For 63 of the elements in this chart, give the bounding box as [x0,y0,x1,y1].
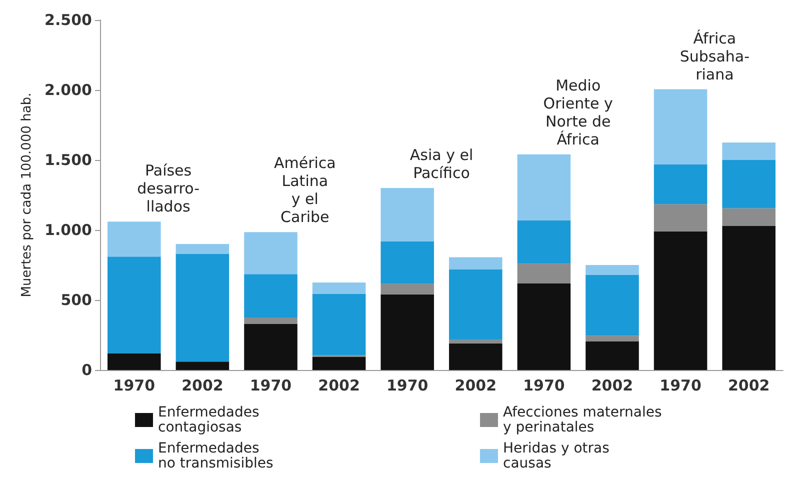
x-tick-label: 2002 [591,376,634,394]
y-tick-label: 1.000 [44,221,92,239]
annotation: Medio Oriente y Norte de África [543,76,614,148]
y-tick-label: 2.500 [44,11,92,29]
y-tick-label: 1.500 [44,151,92,169]
bar [586,265,639,275]
bar [312,294,366,356]
bar [654,231,708,370]
bar [722,208,776,226]
bar [380,188,434,242]
x-tick-label: 2002 [182,376,224,394]
bar [722,142,776,160]
bar [176,244,230,254]
bar [380,241,434,284]
bar [654,89,708,164]
x-tick-label: 1970 [250,376,292,394]
bar [449,257,502,270]
bar [654,164,708,204]
x-tick-label: 1970 [386,376,428,394]
legend-label: Enfermedades no transmisibles [158,440,274,472]
bar [176,254,230,362]
x-tick-label: 1970 [660,376,702,394]
legend-label: Enfermedades contagiosas [158,404,260,436]
bar [108,222,161,257]
y-tick-label: 0 [82,361,92,379]
annotation: Asia y el Pacífico [410,146,474,182]
bar [108,256,161,354]
y-axis-title: Muertes por cada 100.000 hab. [20,92,35,298]
x-tick-label: 2002 [318,376,360,394]
x-tick-label: 1970 [113,376,156,394]
y-tick-label: 2.000 [44,81,92,99]
bar [654,204,708,232]
bar [586,274,639,336]
y-tick-label: 500 [60,291,92,309]
bar [586,341,639,370]
bar [244,274,298,318]
bar [312,356,366,370]
bar [449,343,502,370]
annotation: Países desarro- llados [137,162,200,216]
bar [176,362,230,370]
bar [517,264,571,284]
annotation: América Latina y el Caribe [274,154,336,226]
bar [244,232,298,274]
x-tick-label: 1970 [523,376,565,394]
bar [312,282,366,294]
bar [722,160,776,208]
bar [380,284,434,294]
bar [517,220,571,264]
bar [244,324,298,370]
legend-label: Afecciones maternales y perinatales [503,404,662,436]
bar [108,353,161,370]
annotation: África Subsaha- riana [680,29,750,84]
bar [244,318,298,324]
bar [380,294,434,370]
bar [722,226,776,370]
legend-label: Heridas y otras causas [503,440,610,472]
bar [449,269,502,340]
x-tick-label: 2002 [728,376,770,394]
bar [586,336,639,342]
bar [517,283,571,370]
bar [517,154,571,220]
bar [449,340,502,344]
x-tick-label: 2002 [454,376,497,394]
